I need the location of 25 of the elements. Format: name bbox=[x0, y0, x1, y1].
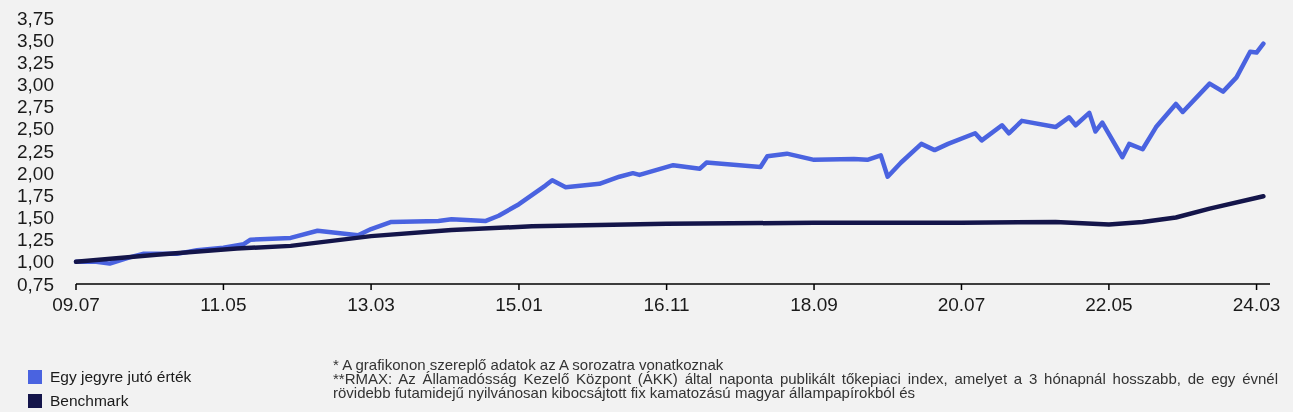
y-tick-label: 0,75 bbox=[17, 273, 54, 295]
legend-label: Benchmark bbox=[50, 392, 129, 410]
y-tick-label: 2,50 bbox=[17, 118, 54, 140]
x-tick-label: 22.05 bbox=[1085, 294, 1133, 315]
y-tick-label: 3,00 bbox=[17, 74, 54, 96]
y-tick-label: 2,75 bbox=[17, 96, 54, 118]
x-tick-label: 13.03 bbox=[347, 294, 395, 315]
x-tick-label: 20.07 bbox=[937, 294, 986, 315]
x-tick-label: 18.09 bbox=[790, 294, 838, 315]
legend-label: Egy jegyre jutó érték bbox=[50, 368, 192, 386]
line-series bbox=[73, 193, 1266, 265]
y-tick-label: 2,00 bbox=[17, 162, 54, 184]
y-tick-label: 1,50 bbox=[17, 207, 54, 229]
y-tick-label: 3,25 bbox=[17, 51, 54, 73]
y-tick-label: 1,00 bbox=[17, 251, 54, 273]
y-tick-label: 3,50 bbox=[17, 29, 54, 51]
y-tick-label: 1,75 bbox=[17, 184, 54, 206]
x-tick-label: 15.01 bbox=[495, 294, 543, 315]
y-tick-label: 3,75 bbox=[17, 7, 54, 29]
x-tick-label: 16.11 bbox=[643, 294, 690, 315]
y-tick-label: 2,25 bbox=[17, 140, 54, 162]
x-tick-label: 11.05 bbox=[200, 294, 247, 315]
y-tick-label: 1,25 bbox=[17, 229, 54, 251]
x-tick-label: 24.03 bbox=[1232, 294, 1281, 315]
x-tick-label: 09.07 bbox=[52, 294, 100, 315]
